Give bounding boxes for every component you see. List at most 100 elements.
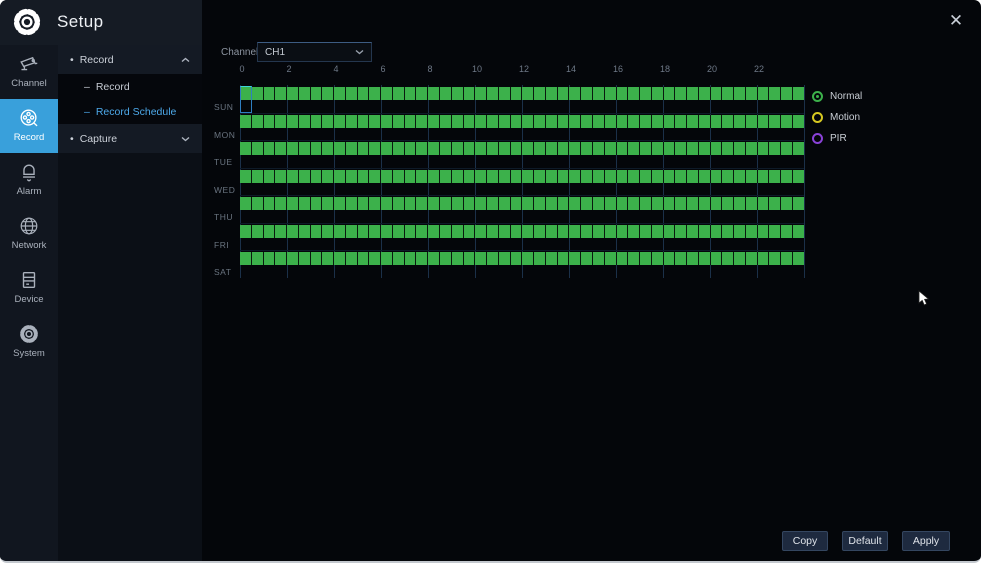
schedule-cell[interactable] <box>369 252 382 265</box>
schedule-cell[interactable] <box>298 169 311 183</box>
schedule-cell[interactable] <box>451 142 464 155</box>
schedule-cell[interactable] <box>651 224 664 238</box>
schedule-cell[interactable] <box>334 197 346 210</box>
schedule-cell[interactable] <box>451 87 464 100</box>
schedule-cell[interactable] <box>487 197 499 210</box>
schedule-cell[interactable] <box>781 87 793 100</box>
schedule-cell[interactable] <box>522 87 535 100</box>
close-button[interactable]: ✕ <box>948 11 964 30</box>
schedule-cell[interactable] <box>287 114 299 128</box>
schedule-cell[interactable] <box>322 197 335 210</box>
schedule-cell[interactable] <box>545 142 558 155</box>
schedule-cell[interactable] <box>734 224 746 238</box>
schedule-cell[interactable] <box>710 169 723 183</box>
schedule-cell[interactable] <box>487 252 499 265</box>
schedule-cell[interactable] <box>745 197 758 210</box>
schedule-cell[interactable] <box>251 252 264 265</box>
schedule-cell[interactable] <box>310 87 323 100</box>
schedule-cell[interactable] <box>298 87 311 100</box>
schedule-cell[interactable] <box>792 224 804 238</box>
schedule-cell[interactable] <box>416 169 429 183</box>
schedule-cell[interactable] <box>569 142 582 155</box>
schedule-cell[interactable] <box>357 142 370 155</box>
schedule-cell[interactable] <box>769 224 782 238</box>
schedule-cell[interactable] <box>792 142 804 155</box>
schedule-cell[interactable] <box>534 114 546 128</box>
schedule-cell[interactable] <box>275 252 288 265</box>
schedule-cell[interactable] <box>604 169 617 183</box>
submenu-item-capture-group[interactable]: • Capture <box>58 124 202 153</box>
schedule-cell[interactable] <box>487 87 499 100</box>
schedule-cell[interactable] <box>463 224 476 238</box>
schedule-cell[interactable] <box>357 197 370 210</box>
schedule-cell[interactable] <box>569 252 582 265</box>
schedule-cell[interactable] <box>463 87 476 100</box>
schedule-cell[interactable] <box>428 252 441 265</box>
schedule-cell[interactable] <box>675 169 688 183</box>
schedule-cell[interactable] <box>510 87 523 100</box>
sidebar-item-alarm[interactable]: Alarm <box>0 153 58 207</box>
schedule-cell[interactable] <box>675 87 688 100</box>
schedule-cell[interactable] <box>522 197 535 210</box>
schedule-cell[interactable] <box>287 224 299 238</box>
schedule-cell[interactable] <box>275 169 288 183</box>
schedule-cell[interactable] <box>534 87 546 100</box>
schedule-cell[interactable] <box>287 142 299 155</box>
schedule-cell[interactable] <box>698 142 711 155</box>
schedule-cell[interactable] <box>569 169 582 183</box>
schedule-cell[interactable] <box>734 87 746 100</box>
schedule-cell[interactable] <box>745 87 758 100</box>
schedule-cell[interactable] <box>534 142 546 155</box>
schedule-cell[interactable] <box>640 142 652 155</box>
schedule-cell[interactable] <box>628 252 641 265</box>
schedule-cell[interactable] <box>275 224 288 238</box>
schedule-cell[interactable] <box>663 169 676 183</box>
schedule-cell[interactable] <box>381 197 393 210</box>
schedule-cell[interactable] <box>240 224 252 238</box>
schedule-cell[interactable] <box>522 142 535 155</box>
schedule-cell[interactable] <box>592 142 605 155</box>
schedule-cell[interactable] <box>510 142 523 155</box>
schedule-cell[interactable] <box>616 114 629 128</box>
schedule-cell[interactable] <box>604 114 617 128</box>
schedule-cell[interactable] <box>769 87 782 100</box>
schedule-cell[interactable] <box>722 224 735 238</box>
schedule-cell[interactable] <box>428 142 441 155</box>
schedule-cell[interactable] <box>310 169 323 183</box>
schedule-cell[interactable] <box>675 224 688 238</box>
schedule-cell[interactable] <box>687 87 699 100</box>
schedule-cell[interactable] <box>428 197 441 210</box>
schedule-cell[interactable] <box>569 87 582 100</box>
schedule-cell[interactable] <box>792 252 804 265</box>
schedule-cell[interactable] <box>592 169 605 183</box>
schedule-cell[interactable] <box>675 142 688 155</box>
schedule-cell[interactable] <box>475 197 488 210</box>
schedule-cell[interactable] <box>581 224 593 238</box>
schedule-cell[interactable] <box>428 169 441 183</box>
schedule-cell[interactable] <box>757 142 770 155</box>
schedule-cell[interactable] <box>557 252 570 265</box>
schedule-cell[interactable] <box>510 252 523 265</box>
schedule-cell[interactable] <box>522 114 535 128</box>
schedule-cell[interactable] <box>251 114 264 128</box>
schedule-cell[interactable] <box>498 87 511 100</box>
schedule-cell[interactable] <box>416 224 429 238</box>
schedule-cell[interactable] <box>451 114 464 128</box>
schedule-cell[interactable] <box>604 197 617 210</box>
schedule-cell[interactable] <box>240 197 252 210</box>
schedule-cell[interactable] <box>404 142 417 155</box>
schedule-cell[interactable] <box>263 114 276 128</box>
schedule-cell[interactable] <box>298 252 311 265</box>
schedule-cell[interactable] <box>310 114 323 128</box>
schedule-cell[interactable] <box>240 169 252 183</box>
schedule-cell[interactable] <box>475 169 488 183</box>
schedule-cell[interactable] <box>298 114 311 128</box>
schedule-cell[interactable] <box>416 142 429 155</box>
schedule-cell[interactable] <box>263 169 276 183</box>
schedule-cell[interactable] <box>463 252 476 265</box>
schedule-cell[interactable] <box>334 87 346 100</box>
schedule-cell[interactable] <box>651 142 664 155</box>
schedule-cell[interactable] <box>628 114 641 128</box>
schedule-cell[interactable] <box>687 197 699 210</box>
schedule-cell[interactable] <box>498 114 511 128</box>
